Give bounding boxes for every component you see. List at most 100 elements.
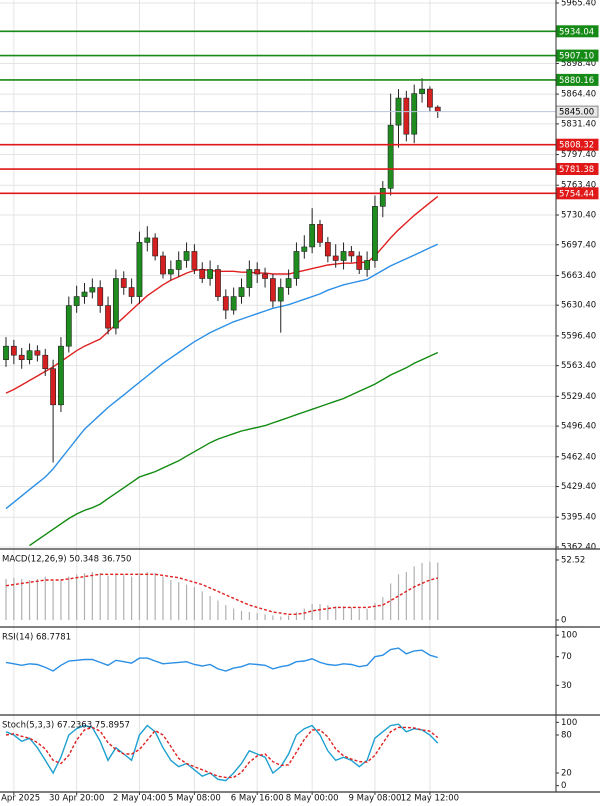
candle-body	[387, 124, 394, 189]
panel-title: RSI(14) 68.7781	[2, 633, 71, 643]
candle-body	[167, 269, 174, 275]
candle-body	[293, 251, 300, 279]
candle-body	[348, 251, 355, 257]
y-tick-label: 0	[561, 781, 566, 791]
candle-body	[65, 305, 72, 347]
candle-body	[254, 269, 261, 275]
candle-body	[120, 278, 127, 288]
candle-body	[403, 97, 410, 135]
x-tick-label: 12 May 12:00	[401, 794, 459, 804]
candle-body	[411, 93, 418, 135]
x-tick-label: 2 May 04:00	[113, 794, 166, 804]
candle-body	[324, 242, 331, 257]
candle-body	[277, 287, 284, 302]
candle-body	[97, 287, 104, 306]
y-tick-label: 5630.40	[561, 301, 596, 311]
price-level-label: 5907.10	[559, 52, 594, 62]
candle-body	[191, 251, 198, 270]
candle-body	[419, 88, 425, 94]
y-tick-label: 5864.40	[561, 90, 596, 100]
price-level-label: 5880.16	[559, 76, 594, 86]
candle-body	[175, 260, 182, 270]
price-level-label: 5754.44	[559, 189, 594, 199]
candle-body	[215, 269, 221, 297]
y-tick-label: 5697.40	[561, 240, 596, 250]
candle-body	[301, 246, 308, 252]
candle-body	[81, 291, 88, 297]
y-tick-label: 5965.40	[561, 0, 596, 9]
candle-body	[113, 278, 119, 329]
y-tick-label: 30	[561, 681, 572, 691]
indicator-line	[5, 726, 439, 779]
candle-body	[105, 305, 111, 329]
y-tick-label: 5898.40	[561, 59, 596, 69]
candle-body	[332, 255, 339, 261]
candle-body	[372, 206, 378, 261]
candle-body	[34, 350, 41, 356]
candle-body	[183, 251, 190, 261]
candle-body	[3, 345, 9, 361]
y-tick-label: 20	[561, 769, 572, 779]
y-tick-label: 5529.40	[561, 392, 596, 402]
indicator-line	[29, 351, 439, 547]
candle-body	[160, 255, 166, 275]
y-tick-label: 80	[561, 731, 572, 741]
candle-body	[10, 345, 17, 356]
indicator-line	[5, 243, 439, 510]
candle-body	[309, 224, 316, 248]
candle-body	[207, 269, 213, 279]
panel-title: MACD(12,26,9) 50.348 36.750	[2, 555, 131, 565]
y-tick-label: 5496.40	[561, 422, 596, 432]
candle-body	[128, 287, 135, 297]
y-tick-label: 5831.40	[561, 119, 596, 129]
price-level-label: 5808.32	[559, 141, 594, 151]
y-tick-label: 5763.40	[561, 181, 596, 191]
candle-body	[246, 269, 253, 288]
y-tick-label: 100	[561, 631, 577, 641]
candle-body	[18, 354, 25, 361]
y-tick-label: 0	[561, 615, 566, 625]
x-tick-label: 5 May 08:00	[168, 794, 221, 804]
candle-body	[199, 269, 206, 279]
y-tick-label: 5797.40	[561, 150, 596, 160]
candle-body	[152, 237, 159, 257]
candle-body	[144, 237, 151, 243]
y-tick-label: 5429.40	[561, 482, 596, 492]
candle-body	[230, 296, 237, 311]
candle-body	[340, 251, 347, 261]
price-level-label: 5781.38	[559, 165, 594, 175]
candle-body	[89, 287, 96, 293]
candle-body	[238, 287, 245, 297]
price-level-label: 5845.00	[559, 108, 594, 118]
candle-body	[356, 255, 363, 270]
candle-body	[26, 350, 33, 361]
x-tick-label: 6 May 16:00	[231, 794, 284, 804]
price-level-label: 5934.04	[559, 27, 594, 37]
candle-body	[364, 260, 370, 270]
candle-body	[262, 273, 268, 279]
y-tick-label: 70	[561, 652, 572, 662]
y-tick-label: 5596.40	[561, 331, 596, 341]
x-tick-label: 29 Apr 2025	[0, 794, 40, 804]
panel-title: Stoch(5,3,3) 67.2363 75.8957	[2, 721, 130, 731]
candle-body	[317, 224, 323, 243]
candle-body	[426, 88, 433, 108]
candle-body	[50, 368, 56, 406]
indicator-line	[5, 647, 438, 672]
candle-body	[73, 296, 80, 306]
candle-body	[285, 278, 292, 288]
candle-body	[222, 296, 229, 311]
candle-body	[269, 278, 276, 302]
y-tick-label: 5663.40	[561, 271, 596, 281]
candle-body	[58, 345, 64, 406]
indicator-line	[5, 573, 438, 615]
candle-body	[379, 188, 386, 207]
y-tick-label: 52.52	[561, 555, 585, 565]
candle-body	[42, 354, 49, 370]
x-tick-label: 8 May 00:00	[286, 794, 339, 804]
y-tick-label: 100	[561, 718, 577, 728]
x-tick-label: 9 May 08:00	[349, 794, 402, 804]
y-tick-label: 5730.40	[561, 211, 596, 221]
x-tick-label: 30 Apr 20:00	[49, 794, 104, 804]
